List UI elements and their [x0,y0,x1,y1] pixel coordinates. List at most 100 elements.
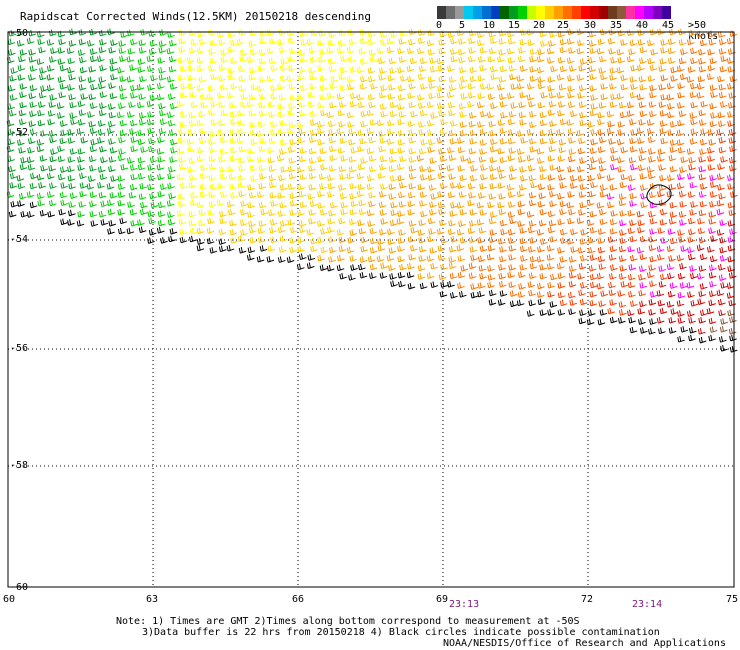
wind-barb [547,84,555,92]
wind-barb [480,164,488,171]
wind-barb [230,192,238,199]
wind-barb [539,208,548,216]
wind-barb [597,111,605,119]
wind-barb [317,236,325,244]
wind-barb [117,175,126,182]
wind-barb [247,184,255,191]
wind-barb [438,47,446,55]
wind-barb [179,182,188,190]
wind-barb [669,146,678,153]
wind-barb [450,201,458,209]
wind-barb [678,236,686,243]
wind-barb [627,227,636,235]
wind-barb [398,38,407,45]
wind-barb [519,184,527,191]
wind-barb [460,92,469,100]
wind-barb [69,192,78,200]
wind-barb [437,245,446,252]
wind-barb [356,190,365,198]
wind-barb [577,272,585,280]
wind-barb [598,263,607,270]
credit-line: NOAA/NESDIS/Office of Research and Appli… [443,638,726,649]
wind-barb [309,110,318,118]
wind-barb [450,55,459,63]
wind-barb [368,75,376,83]
wind-barb [689,265,697,272]
legend-swatch [446,6,455,19]
wind-barb [698,191,707,198]
wind-barb [579,254,588,262]
wind-barb [319,48,327,56]
wind-barb [467,82,476,90]
wind-barb [708,334,716,342]
wind-barb [529,75,538,82]
wind-barb [629,192,638,200]
wind-barb [77,148,86,155]
wind-barb [248,29,257,37]
wind-barb [309,83,317,90]
wind-barb [247,155,255,163]
wind-barb [417,264,426,272]
wind-barb [580,282,588,289]
wind-barb [568,256,577,263]
wind-barb [448,173,456,180]
wind-barb [177,56,186,64]
wind-barb [19,163,28,171]
wind-barb [100,200,109,208]
wind-barb [706,307,715,315]
wind-barb [519,91,528,99]
wind-barb [716,199,725,207]
wind-barb [660,74,669,82]
wind-barb [208,191,216,198]
wind-barb [556,74,565,81]
wind-barb [550,273,558,281]
wind-barb [630,64,639,72]
wind-barb [389,101,398,109]
wind-barb [279,184,288,191]
wind-barb [669,282,678,289]
wind-barb [596,272,605,280]
wind-barb [500,228,508,236]
wind-barb [610,93,618,101]
wind-barb [716,229,725,236]
wind-barb [268,137,277,145]
wind-barb [388,193,397,200]
wind-barb [89,200,97,208]
wind-barb [579,58,588,65]
wind-barb [47,110,56,117]
wind-barb [659,208,668,216]
wind-barb [10,200,19,208]
wind-barb [278,46,287,54]
wind-barb [137,129,145,137]
wind-barb [76,220,85,227]
wind-barb [69,148,78,155]
wind-barb [76,127,85,135]
wind-barb [180,82,188,90]
wind-barb [478,192,486,199]
wind-barb [470,291,479,299]
wind-barb [59,191,68,199]
wind-barb [328,136,337,144]
wind-barb [67,137,76,144]
wind-barb [418,255,427,262]
wind-barb [417,183,426,191]
wind-barb [67,174,76,182]
wind-barb [508,254,516,261]
wind-barb [358,208,367,216]
wind-barb [508,237,516,244]
wind-barb [367,93,376,101]
wind-barb [67,128,75,136]
legend-swatch [518,6,527,19]
wind-barb [296,166,305,173]
wind-barb [527,164,536,172]
wind-barb [256,255,265,263]
wind-barb [597,128,606,136]
legend-swatch [437,6,446,19]
wind-barb [669,237,678,245]
wind-barb [218,119,226,127]
wind-barb [279,119,288,127]
wind-barb [626,55,635,63]
wind-barb [357,129,366,137]
wind-barb [250,83,259,91]
wind-barb [649,110,657,118]
